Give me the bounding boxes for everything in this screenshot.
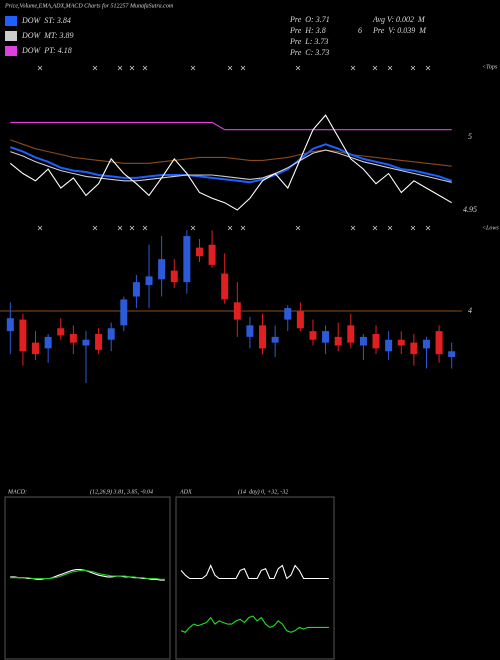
marker [92,65,98,71]
candle-body [410,342,418,355]
marker [37,225,43,231]
candle-body [284,308,292,320]
candle-body [422,339,430,349]
legend-swatch [5,31,17,41]
candle-body [132,282,140,297]
candle-body [32,342,40,355]
candle-body [448,351,456,358]
annotation: Avg V: 0.002 M [372,15,426,24]
line [10,121,452,131]
candle-body [170,270,178,283]
candle-body [233,302,241,320]
line [9,114,452,211]
candle-body [359,336,367,346]
marker [350,225,356,231]
marker [410,225,416,231]
y-tick-label: 5 [468,132,472,141]
chart-title: Price,Volume,EMA,ADX,MACD Charts for 512… [4,2,174,9]
marker [387,65,393,71]
candle-body [195,247,203,257]
y-tick-label: 4.95 [463,205,477,214]
marker [129,65,135,71]
candle-body [322,331,330,343]
candle-body [246,325,254,337]
marker [117,225,123,231]
annotation: <Lows [482,225,499,231]
candle-body [158,259,166,280]
candle-body [82,339,90,346]
candle-body [296,310,304,329]
candle-body [221,273,229,300]
marker [37,65,43,71]
candle-body [183,236,191,283]
candle-body [372,333,380,349]
marker [142,65,148,71]
adx-subtitle: (14 day) 0, +32, -32 [238,488,288,495]
candle-body [69,333,77,343]
marker [295,65,301,71]
marker [372,225,378,231]
line [180,564,329,580]
candle-body [271,336,279,343]
candle-body [259,325,267,349]
candle-body [347,325,355,343]
annotation: Pre V: 0.039 M [372,26,427,35]
y-tick-label: 4 [468,306,472,315]
annotation: 6 [358,26,362,35]
line [10,569,165,580]
legend-label: DOW MT: 3.89 [21,31,74,40]
marker [92,225,98,231]
legend-label: DOW ST: 3.84 [21,16,71,25]
marker [387,225,393,231]
line [9,143,453,184]
marker [190,65,196,71]
line [10,149,452,183]
legend-swatch [5,16,17,26]
macd-title: MACD: [7,489,27,495]
annotation: <Tops [482,64,498,70]
marker [227,65,233,71]
marker [372,65,378,71]
marker [425,225,431,231]
marker [295,225,301,231]
marker [190,225,196,231]
legend-label: DOW PT: 4.18 [21,46,72,55]
candle-body [120,299,128,326]
marker [240,65,246,71]
candle-body [309,331,317,340]
marker [117,65,123,71]
legend-swatch [5,46,17,56]
line [180,615,329,633]
candle-body [334,336,342,346]
annotation: Pre O: 3.71 [289,15,330,24]
macd-subtitle: (12,26,9) 3.81, 3.85, -0.04 [90,488,153,495]
candle-body [6,318,14,332]
line [10,139,452,167]
candle-body [107,328,115,340]
candle-body [435,331,443,355]
adx-title: ADX [179,489,192,495]
candle-body [57,328,65,336]
marker [410,65,416,71]
candle-body [44,336,52,349]
candle-body [385,339,393,352]
marker [425,65,431,71]
marker [227,225,233,231]
marker [240,225,246,231]
annotation: Pre C: 3.73 [289,48,329,57]
candle-body [145,276,153,286]
marker [129,225,135,231]
annotation: Pre H: 3.8 [289,26,326,35]
marker [142,225,148,231]
candle-body [208,244,216,265]
candle-body [95,333,103,350]
candle-body [397,339,405,346]
annotation: Pre L: 3.73 [289,37,328,46]
marker [350,65,356,71]
candle-body [19,319,27,352]
